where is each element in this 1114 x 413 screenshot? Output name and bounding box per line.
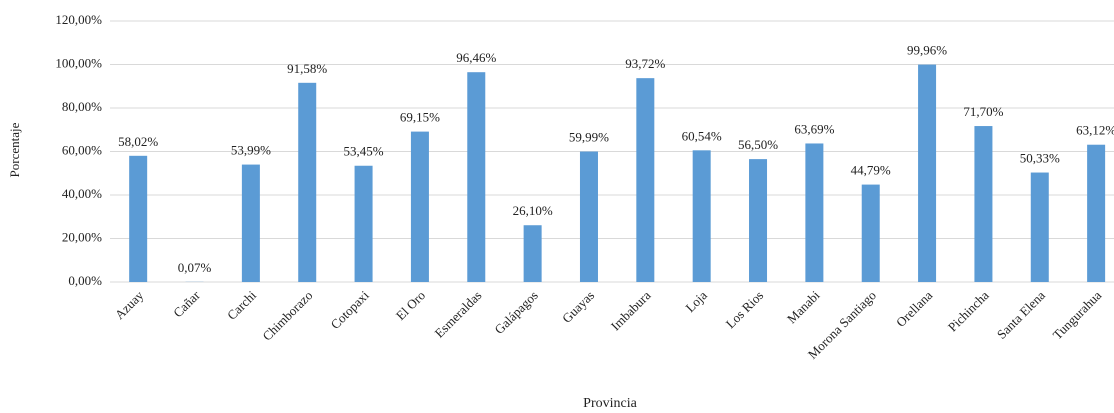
bar	[974, 126, 993, 283]
x-tick-label: Chimborazo	[259, 288, 315, 344]
x-tick-label: Esmeraldas	[432, 288, 485, 341]
bar	[523, 225, 542, 282]
bar	[579, 151, 598, 282]
value-label: 26,10%	[513, 203, 553, 218]
value-label: 58,02%	[118, 134, 158, 149]
x-tick-label: Cañar	[170, 287, 203, 320]
value-label: 0,07%	[178, 260, 212, 275]
value-label: 44,79%	[851, 163, 891, 178]
bar	[410, 131, 429, 282]
y-tick-label: 80,00%	[62, 99, 102, 114]
y-tick-label: 120,00%	[55, 12, 102, 27]
value-label: 63,12%	[1076, 123, 1114, 138]
y-axis-title: Porcentaje	[7, 122, 22, 177]
value-label: 53,45%	[344, 144, 384, 159]
value-label: 63,69%	[794, 121, 834, 136]
value-label: 91,58%	[287, 61, 327, 76]
value-label: 59,99%	[569, 130, 609, 145]
x-tick-label: Guayas	[559, 288, 597, 326]
bar	[749, 159, 768, 282]
bar	[918, 64, 937, 282]
value-label: 93,72%	[625, 56, 665, 71]
x-tick-label: Santa Elena	[994, 287, 1048, 341]
x-tick-label: Loja	[682, 287, 710, 315]
x-tick-label: Imbabura	[608, 287, 654, 333]
value-label: 71,70%	[963, 104, 1003, 119]
x-tick-label: Orellana	[893, 287, 935, 329]
bar	[354, 165, 373, 282]
bar	[129, 155, 148, 282]
bar	[241, 164, 260, 282]
y-tick-label: 40,00%	[62, 186, 102, 201]
x-tick-label: Azuay	[112, 287, 147, 322]
y-tick-label: 20,00%	[62, 229, 102, 244]
value-label: 56,50%	[738, 137, 778, 152]
x-tick-label: Tungurahua	[1050, 287, 1105, 342]
x-tick-label: Manabi	[784, 287, 823, 326]
bar	[861, 184, 880, 282]
y-tick-label: 60,00%	[62, 142, 102, 157]
x-tick-label: Cotopaxi	[327, 287, 372, 332]
x-tick-label: Galápagos	[491, 288, 540, 337]
bar	[692, 150, 711, 282]
value-label: 50,33%	[1020, 151, 1060, 166]
bar	[467, 72, 486, 283]
value-label: 69,15%	[400, 110, 440, 125]
value-label: 99,96%	[907, 43, 947, 58]
x-tick-label: Carchi	[224, 287, 259, 322]
bar	[1087, 144, 1106, 282]
x-tick-label: Pichincha	[945, 287, 992, 334]
value-label: 53,99%	[231, 143, 271, 158]
bar	[636, 78, 655, 282]
bar	[298, 82, 317, 282]
x-axis-title: Provincia	[583, 396, 637, 411]
x-tick-label: El Oro	[393, 288, 428, 323]
bar	[805, 143, 824, 282]
y-tick-label: 0,00%	[68, 273, 102, 288]
y-tick-label: 100,00%	[55, 55, 102, 70]
bar	[1030, 172, 1049, 282]
x-tick-label: Los Rios	[723, 288, 767, 332]
value-label: 96,46%	[456, 50, 496, 65]
value-label: 60,54%	[682, 128, 722, 143]
